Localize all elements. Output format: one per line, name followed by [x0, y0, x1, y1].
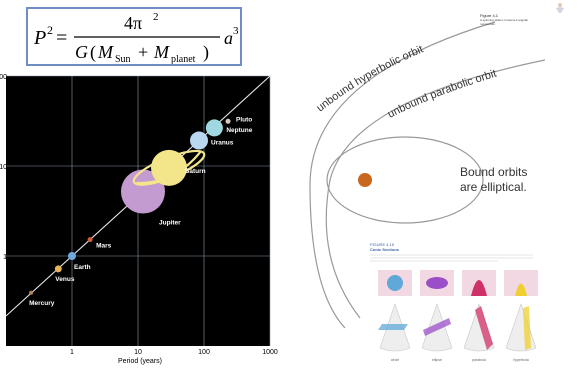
planet-saturn [151, 149, 188, 186]
planet-venus [54, 265, 62, 273]
sun-dot [358, 173, 372, 187]
figure-number: Figure 4.1 [480, 13, 499, 18]
inset-subtitle: Conic Sections [370, 247, 400, 252]
hyperbola-shape [515, 283, 527, 296]
x-axis-label: Period (years) [118, 358, 162, 365]
planet-neptune [205, 119, 223, 137]
planet-label-mars: Mars [96, 243, 112, 250]
formula-box: P 2 = 4π 2 G ( M Sun + M planet ) a 3 [26, 7, 242, 66]
figure-caption: Figure 4.1 A spinning skater conserves a… [480, 13, 540, 27]
formula-equals: = [56, 27, 67, 49]
y-tick-label: 1 [3, 254, 7, 261]
planet-uranus [190, 131, 209, 150]
figure-caption-text: A spinning skater conserves angular mome… [480, 18, 529, 26]
cutting-plane-hyperbola [523, 306, 531, 350]
cutting-plane-parabola [475, 306, 493, 350]
formula-plus: + [138, 42, 148, 62]
planet-label-mercury: Mercury [29, 300, 55, 307]
planet-label-uranus: Uranus [211, 140, 234, 147]
orbit-diagram: unbound hyperbolic orbit unbound parabol… [290, 0, 578, 368]
conic-label-ellipse: ellipse [432, 358, 442, 362]
y-tick-label: 100 [0, 74, 7, 81]
formula-m-planet: M [153, 42, 170, 62]
circle-shape [387, 275, 403, 291]
saturn-ring-front [136, 150, 202, 185]
kepler-plot: Mercury Venus Earth Mars Jupiter Saturn Uranus… [0, 70, 280, 368]
conic-sections-svg: FIGURE 4.15 Conic Sections circle ellipse… [370, 242, 538, 362]
parabolic-orbit-label: unbound parabolic orbit [386, 68, 498, 121]
planet-earth [68, 252, 76, 260]
formula-open-paren: ( [90, 42, 96, 63]
orbit-diagram-svg: unbound hyperbolic orbit unbound parabol… [309, 21, 546, 329]
planet-label-pluto: Pluto [236, 116, 252, 123]
conic-sections-inset: FIGURE 4.15 Conic Sections circle ellipse… [368, 240, 552, 364]
formula-numerator: 4π [124, 13, 142, 33]
cutting-plane-ellipse [423, 318, 451, 336]
inset-title: FIGURE 4.15 [370, 242, 395, 247]
formula-a-exponent: 3 [233, 25, 239, 37]
planet-label-earth: Earth [74, 264, 91, 271]
kepler-formula: P 2 = 4π 2 G ( M Sun + M planet ) a 3 [33, 11, 239, 64]
conic-label-parabola: parabola [472, 358, 486, 362]
formula-m-sun: M [97, 42, 114, 62]
planet-label-venus: Venus [55, 276, 75, 283]
formula-g: G [75, 42, 88, 62]
formula-planet-subscript: planet [171, 54, 196, 64]
kepler-plot-svg: Mercury Venus Earth Mars Jupiter Saturn Uranus… [0, 74, 278, 365]
formula-lhs-exponent: 2 [47, 23, 53, 37]
bound-elliptical-orbit [326, 136, 484, 224]
hyperbolic-orbit [309, 21, 496, 329]
x-tick-label: 1000 [262, 349, 278, 356]
conic-label-circle: circle [391, 358, 399, 362]
x-tick-label: 1 [70, 349, 74, 356]
skater-thumbnail-icon [556, 3, 564, 13]
x-tick-label: 10 [134, 349, 142, 356]
cone-hyperbola [505, 303, 537, 352]
planet-label-saturn: Saturn [185, 168, 206, 175]
planet-mars [87, 237, 93, 243]
planet-label-jupiter: Jupiter [159, 220, 181, 227]
formula-close-paren: ) [203, 42, 209, 63]
conic-label-hyperbola: hyperbola [513, 358, 528, 362]
bound-orbit-label-line2: are elliptical. [460, 180, 527, 194]
y-tick-label: 10 [0, 164, 7, 171]
parabola-shape [471, 280, 487, 296]
x-tick-label: 100 [198, 349, 210, 356]
formula-lhs: P [33, 27, 46, 49]
bound-orbit-label-line1: Bound orbits [460, 165, 527, 179]
formula-numerator-exponent: 2 [153, 11, 159, 23]
planet-label-neptune: Neptune [226, 127, 252, 134]
ellipse-shape [426, 277, 448, 289]
formula-sun-subscript: Sun [115, 54, 131, 64]
formula-a: a [224, 28, 233, 48]
planet-mercury [29, 290, 34, 295]
planet-pluto [225, 118, 231, 124]
cutting-plane-circle [378, 324, 408, 330]
parabolic-orbit [325, 59, 546, 319]
